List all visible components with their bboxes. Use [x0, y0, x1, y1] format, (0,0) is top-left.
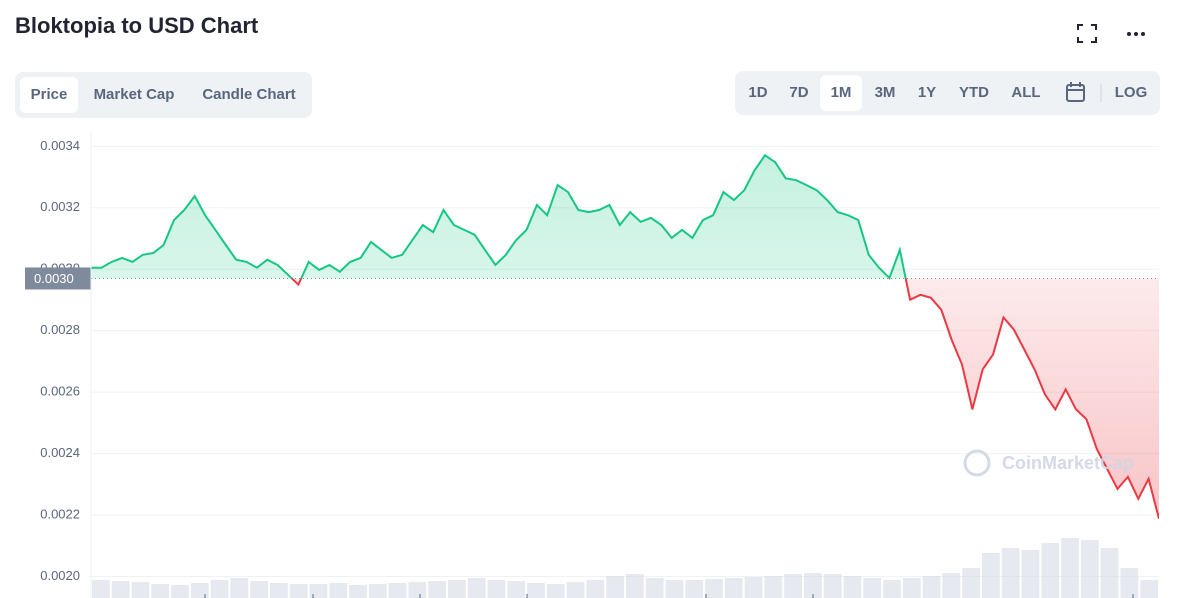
- volume-bar: [843, 576, 862, 598]
- volume-bar: [823, 574, 842, 598]
- volume-bar: [626, 574, 644, 598]
- volume-bar: [487, 580, 506, 598]
- calendar-icon[interactable]: [1066, 82, 1085, 102]
- volume-bar: [230, 578, 249, 598]
- price-line-down: [290, 278, 1159, 519]
- volume-bar: [1080, 540, 1099, 598]
- volume-bar: [942, 573, 961, 598]
- y-tick-label: 0.0034: [40, 138, 80, 153]
- volume-bar: [428, 581, 446, 598]
- volume-bar: [645, 578, 664, 598]
- volume-bar: [1001, 548, 1020, 598]
- volume-bar: [1120, 568, 1139, 598]
- volume-bar: [388, 583, 407, 598]
- watermark: CoinMarketCap: [963, 449, 1134, 477]
- y-tick-label: 0.0022: [40, 506, 80, 521]
- volume-bar: [309, 584, 328, 598]
- tab[interactable]: Candle Chart: [202, 86, 295, 103]
- volume-bar: [250, 581, 268, 598]
- watermark-text: CoinMarketCap: [1002, 453, 1134, 473]
- range-button[interactable]: 1M: [831, 84, 852, 101]
- volume-bar: [982, 553, 1000, 598]
- volume-bar: [270, 583, 288, 598]
- baseline-label-bg: [25, 267, 91, 290]
- volume-bar: [131, 582, 150, 598]
- volume-bar: [1041, 543, 1060, 598]
- volume-bar: [784, 574, 802, 598]
- y-tick-label: 0.0026: [40, 384, 80, 399]
- volume-bar: [863, 578, 882, 598]
- volume-bar: [922, 576, 941, 598]
- volume-bar: [1100, 548, 1119, 598]
- chart-title: Bloktopia to USD Chart: [15, 13, 259, 38]
- volume-bar: [962, 568, 980, 598]
- volume-bar: [1061, 538, 1079, 598]
- volume-bar: [665, 580, 684, 598]
- volume-bar: [744, 577, 763, 598]
- tab[interactable]: Price: [31, 86, 68, 103]
- volume-bar: [705, 579, 723, 598]
- volume-bar: [190, 583, 209, 598]
- volume-bar: [724, 578, 743, 598]
- volume-bar: [606, 576, 624, 598]
- volume-bar: [349, 585, 367, 598]
- volume-bar: [507, 581, 526, 598]
- range-button[interactable]: 1D: [748, 84, 767, 101]
- y-tick-label: 0.0028: [40, 322, 80, 337]
- range-button[interactable]: 1Y: [918, 84, 936, 101]
- volume-bar: [467, 578, 486, 598]
- fullscreen-icon[interactable]: [1077, 24, 1097, 43]
- volume-bar: [210, 580, 229, 598]
- volume-bar: [368, 584, 387, 598]
- area-up: [91, 155, 906, 279]
- log-button[interactable]: LOG: [1115, 84, 1148, 101]
- volume-bar: [171, 585, 189, 598]
- tab[interactable]: Market Cap: [94, 86, 175, 103]
- more-icon[interactable]: [1127, 32, 1145, 36]
- y-tick-label: 0.0032: [40, 199, 80, 214]
- volume-bar: [586, 580, 605, 598]
- volume-bar: [151, 584, 170, 598]
- range-button[interactable]: 7D: [789, 84, 808, 101]
- volume-bar: [764, 576, 783, 598]
- volume-bar: [111, 581, 130, 598]
- area-down: [91, 278, 1159, 519]
- volume-bar: [566, 582, 585, 598]
- volume-bar: [448, 580, 466, 598]
- volume-bar: [804, 573, 822, 598]
- tab-group: [15, 72, 312, 118]
- volume-bar: [1021, 550, 1040, 598]
- range-button[interactable]: 3M: [875, 84, 896, 101]
- volume-bar: [685, 580, 704, 598]
- y-tick-label: 0.0020: [40, 568, 80, 583]
- range-button[interactable]: YTD: [959, 84, 989, 101]
- volume-bar: [527, 583, 545, 598]
- volume-bar: [289, 584, 308, 598]
- volume-bar: [329, 583, 348, 598]
- volume-bar: [883, 580, 901, 598]
- volume-bar: [408, 582, 427, 598]
- baseline-label: 0.0030: [34, 271, 74, 286]
- active-range: [820, 75, 862, 111]
- volume-bar: [1140, 580, 1158, 598]
- active-tab: [20, 77, 78, 113]
- volume-bar: [546, 584, 565, 598]
- price-line-up: [91, 153, 907, 279]
- range-button[interactable]: ALL: [1011, 84, 1040, 101]
- volume-bar: [92, 580, 110, 598]
- y-tick-label: 0.0024: [40, 445, 80, 460]
- volume-bar: [902, 578, 921, 598]
